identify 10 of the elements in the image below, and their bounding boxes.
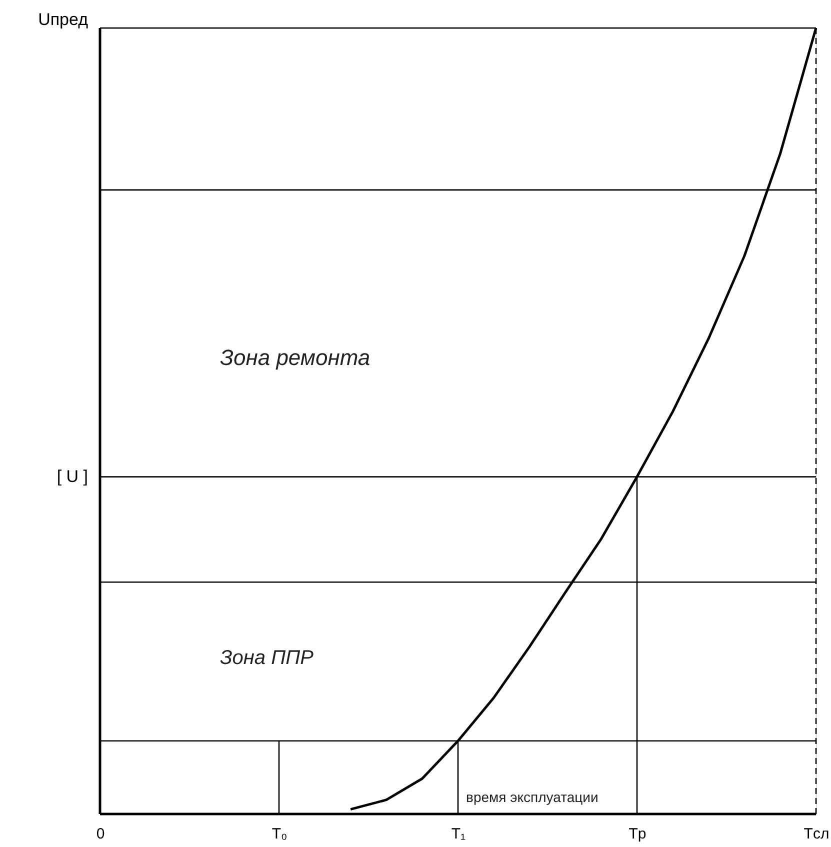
x-tick-label: 0 xyxy=(96,826,105,842)
x-tick-label: T₁ xyxy=(451,826,466,842)
x-tick-label: Tp xyxy=(628,826,646,842)
ref-line-label: Uпред xyxy=(38,10,88,29)
annotation: время эксплуатации xyxy=(466,789,598,805)
annotation: Зона ремонта xyxy=(220,345,370,370)
annotation: Зона ППР xyxy=(220,647,314,669)
x-tick-label: T₀ xyxy=(272,826,288,842)
x-tick-label: Tсл xyxy=(804,826,830,842)
ref-line-label: [ U ] xyxy=(56,466,88,486)
